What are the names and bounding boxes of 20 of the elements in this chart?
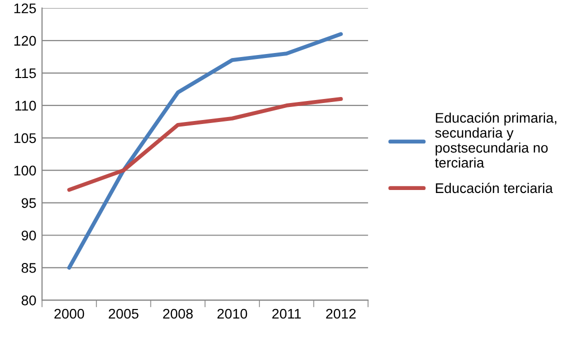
x-tick-label: 2008 <box>163 308 193 319</box>
line-series <box>67 32 343 270</box>
y-tick-label: 105 <box>14 133 36 144</box>
x-tick-label: 2012 <box>326 308 356 319</box>
y-tick-label: 120 <box>14 36 36 46</box>
x-tick-label: 2005 <box>108 308 138 319</box>
legend-label: Educación terciaria <box>436 182 553 194</box>
y-tick-label: 90 <box>22 230 36 240</box>
x-tick-label: 2010 <box>217 308 248 319</box>
x-tick-label: 2011 <box>272 308 301 319</box>
y-tick-label: 95 <box>22 198 36 208</box>
legend-label: Educación primaria, secundaria y postsecundaria no terciaria <box>435 112 556 168</box>
y-tick-label: 110 <box>15 100 36 111</box>
line-series <box>67 97 343 192</box>
y-tick-label: 80 <box>22 295 36 306</box>
y-tick-label: 85 <box>22 263 36 273</box>
y-tick-label: 115 <box>15 68 36 78</box>
y-tick-label: 125 <box>14 3 36 14</box>
y-tick-label: 100 <box>14 166 36 176</box>
x-tick-label: 2000 <box>54 308 84 319</box>
